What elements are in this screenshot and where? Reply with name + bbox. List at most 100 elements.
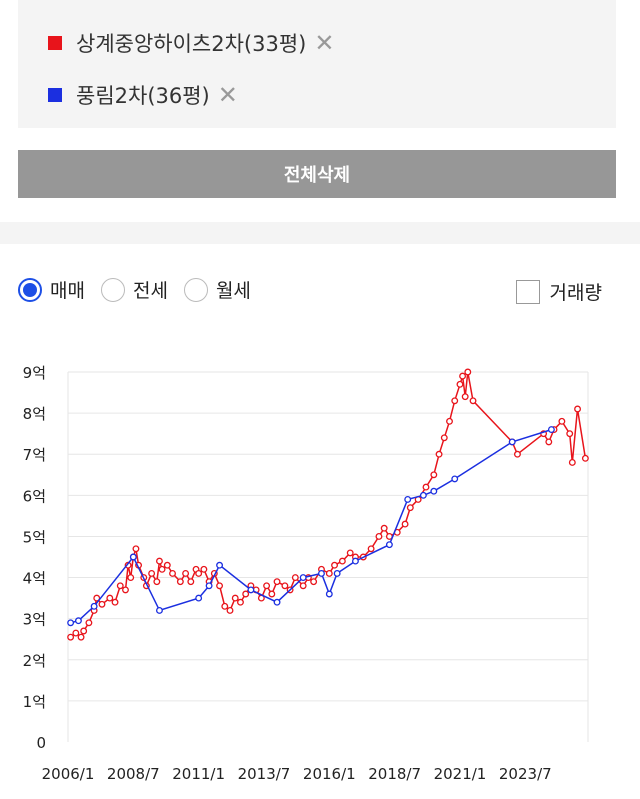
data-point-2 <box>67 619 75 627</box>
data-point-1 <box>132 545 140 553</box>
data-point-1 <box>338 557 346 565</box>
radio-sale[interactable]: 매매 <box>18 276 85 303</box>
trade-type-radio-group: 매매 전세 월세 <box>18 276 267 303</box>
x-tick-label: 2013/7 <box>238 765 291 783</box>
x-tick-label: 2018/7 <box>368 765 421 783</box>
data-point-1 <box>221 602 229 610</box>
data-point-1 <box>459 372 467 380</box>
data-point-1 <box>106 594 114 602</box>
data-point-1 <box>80 627 88 635</box>
data-point-2 <box>75 617 82 625</box>
data-point-1 <box>263 582 271 590</box>
data-point-1 <box>93 594 101 602</box>
data-point-1 <box>98 600 106 608</box>
red-square-icon <box>48 36 62 50</box>
data-point-1 <box>111 598 119 606</box>
data-point-2 <box>385 541 393 549</box>
radio-jeonse-label: 전세 <box>132 280 168 302</box>
close-icon[interactable]: ✕ <box>314 29 335 57</box>
data-point-2 <box>195 594 203 602</box>
volume-label: 거래량 <box>549 282 602 304</box>
data-point-2 <box>508 438 516 446</box>
x-tick-label: 2011/1 <box>172 765 225 783</box>
data-point-2 <box>547 426 555 434</box>
radio-jeonse[interactable]: 전세 <box>100 276 168 303</box>
data-point-1 <box>406 504 414 512</box>
y-tick-label: 9억 <box>23 364 46 382</box>
data-point-2 <box>318 569 325 577</box>
data-point-1 <box>367 545 375 553</box>
data-point-2 <box>430 487 438 495</box>
data-point-1 <box>153 578 161 586</box>
data-point-1 <box>187 578 195 586</box>
radio-monthly-label: 월세 <box>215 280 251 302</box>
data-point-2 <box>351 557 359 565</box>
data-point-1 <box>176 578 184 586</box>
radio-selected-icon <box>18 277 42 302</box>
data-point-1 <box>346 549 354 557</box>
x-tick-label: 2006/1 <box>42 765 95 783</box>
data-point-2 <box>247 586 255 594</box>
data-point-1 <box>268 590 276 598</box>
data-point-1 <box>451 397 459 405</box>
data-point-1 <box>456 380 464 388</box>
data-point-1 <box>574 405 581 413</box>
volume-checkbox[interactable]: 거래량 <box>515 278 602 305</box>
data-point-1 <box>122 586 129 594</box>
data-point-1 <box>375 532 383 540</box>
data-point-2 <box>216 561 224 569</box>
radio-unselected-icon <box>183 277 208 302</box>
y-tick-label: 3억 <box>23 611 46 629</box>
data-point-1 <box>148 569 156 577</box>
data-point-1 <box>72 629 80 637</box>
data-point-2 <box>325 590 333 598</box>
data-point-1 <box>226 606 234 614</box>
data-point-1 <box>169 569 176 577</box>
data-point-2 <box>404 495 412 503</box>
data-point-1 <box>401 520 409 528</box>
data-point-1 <box>435 450 443 458</box>
data-point-1 <box>163 561 171 569</box>
blue-square-icon <box>48 88 62 102</box>
legend-item-1: 상계중앙하이츠2차(33평) ✕ <box>48 28 334 58</box>
data-point-1 <box>242 590 250 598</box>
radio-monthly[interactable]: 월세 <box>183 276 251 303</box>
series-line-1 <box>70 371 587 639</box>
y-tick-label: 7억 <box>23 446 46 464</box>
legend-label-1: 상계중앙하이츠2차(33평) <box>76 32 307 56</box>
data-point-1 <box>127 574 135 582</box>
delete-all-button[interactable]: 전체삭제 <box>18 150 616 198</box>
y-tick-label: 4억 <box>23 570 46 588</box>
y-tick-label: 8억 <box>23 405 46 423</box>
data-point-1 <box>195 569 203 577</box>
data-point-1 <box>291 574 299 582</box>
data-point-1 <box>469 397 477 405</box>
data-point-1 <box>216 582 224 590</box>
data-point-1 <box>461 393 469 401</box>
data-point-1 <box>464 368 472 376</box>
data-point-1 <box>116 582 124 590</box>
data-point-1 <box>67 633 75 641</box>
section-divider <box>0 222 640 244</box>
close-icon[interactable]: ✕ <box>217 81 238 109</box>
data-point-2 <box>333 569 341 577</box>
data-point-1 <box>182 569 190 577</box>
data-point-1 <box>273 578 281 586</box>
data-point-1 <box>325 569 333 577</box>
legend-item-2: 풍림2차(36평) ✕ <box>48 80 238 110</box>
data-point-2 <box>451 475 459 483</box>
x-tick-label: 2016/1 <box>303 765 356 783</box>
data-point-2 <box>205 582 213 590</box>
data-point-1 <box>281 582 289 590</box>
series-line-2 <box>70 428 552 624</box>
data-point-1 <box>158 565 166 573</box>
data-point-1 <box>231 594 239 602</box>
data-point-2 <box>129 553 137 561</box>
data-point-2 <box>299 574 307 582</box>
data-point-1 <box>331 561 338 569</box>
data-point-2 <box>419 491 427 499</box>
data-point-2 <box>273 598 281 606</box>
data-point-1 <box>513 450 521 458</box>
data-point-1 <box>299 582 307 590</box>
data-point-1 <box>200 565 208 573</box>
